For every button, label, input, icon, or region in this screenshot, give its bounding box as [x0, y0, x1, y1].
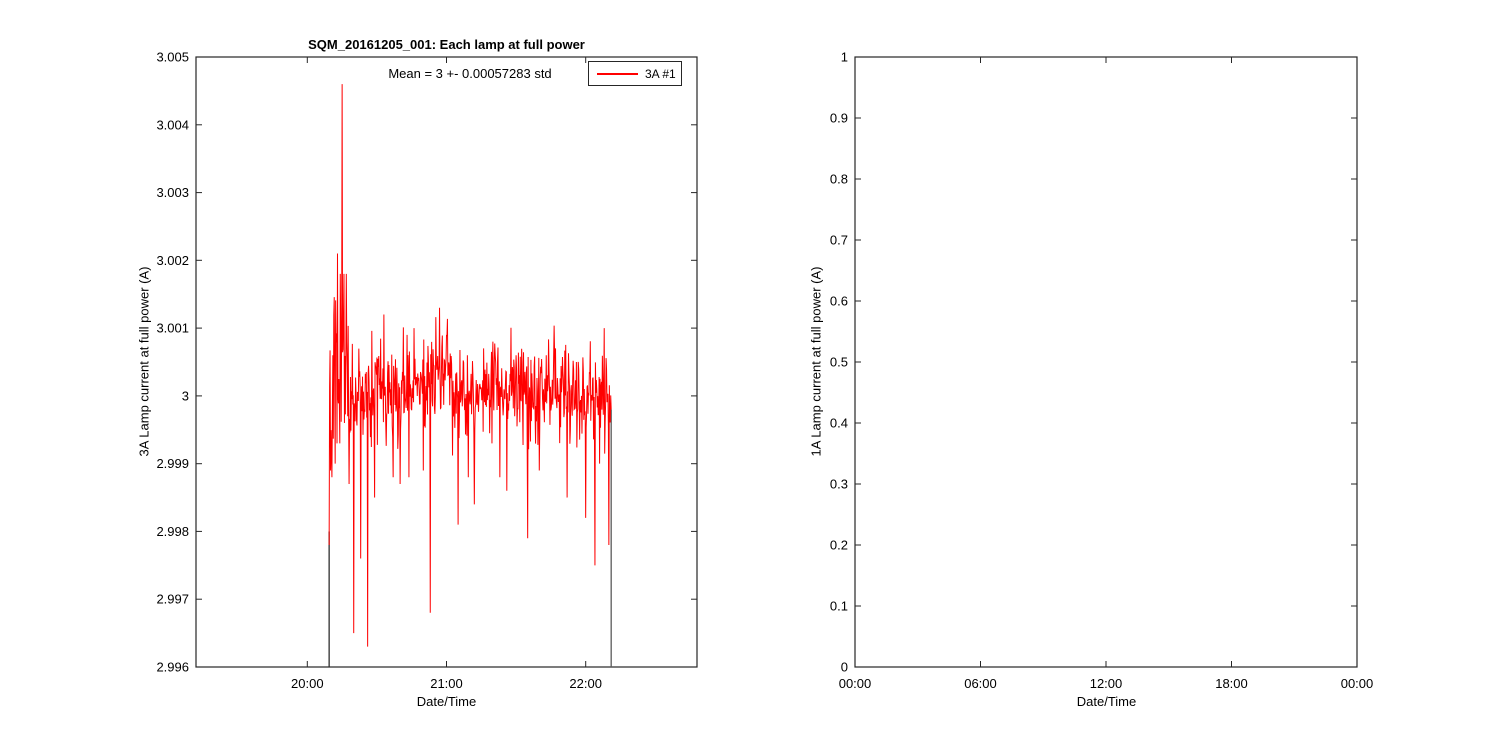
y-tick-label: 0	[841, 660, 848, 675]
x-tick-label: 21:00	[430, 676, 463, 691]
x-tick-label: 18:00	[1215, 676, 1248, 691]
axis-box	[195, 56, 698, 668]
mean-annotation: Mean = 3 +- 0.00057283 std	[388, 66, 552, 81]
x-tick-label: 12:00	[1090, 676, 1123, 691]
axis-box	[854, 56, 1358, 668]
x-tick-label: 20:00	[291, 676, 324, 691]
y-tick-label: 2.998	[156, 524, 189, 539]
y-tick-label: 3.003	[156, 185, 189, 200]
y-tick-label: 2.996	[156, 660, 189, 675]
left-plot-title: SQM_20161205_001: Each lamp at full powe…	[308, 37, 585, 52]
y-tick-label: 3.004	[156, 117, 189, 132]
y-tick-label: 0.1	[830, 599, 848, 614]
y-tick-label: 1	[841, 50, 848, 65]
y-tick-label: 0.3	[830, 477, 848, 492]
y-tick-label: 3	[182, 388, 189, 403]
x-tick-label: 22:00	[569, 676, 602, 691]
x-tick-label: 06:00	[964, 676, 997, 691]
y-tick-label: 3.005	[156, 50, 189, 65]
y-tick-label: 0.5	[830, 355, 848, 370]
left-y-axis-label: 3A Lamp current at full power (A)	[136, 266, 152, 457]
legend-line-sample	[597, 72, 638, 75]
x-tick-label: 00:00	[1341, 676, 1374, 691]
y-tick-label: 3.002	[156, 253, 189, 268]
right-x-axis-label: Date/Time	[1076, 694, 1137, 709]
y-tick-label: 2.997	[156, 592, 189, 607]
right-y-axis-label: 1A Lamp current at full power (A)	[808, 266, 824, 457]
x-tick-label: 00:00	[839, 676, 872, 691]
left-x-axis-label: Date/Time	[416, 694, 477, 709]
y-tick-label: 0.6	[830, 294, 848, 309]
y-tick-label: 3.001	[156, 321, 189, 336]
y-tick-label: 0.4	[830, 416, 848, 431]
legend-label: 3A #1	[645, 66, 676, 81]
y-tick-label: 2.999	[156, 456, 189, 471]
y-tick-label: 0.2	[830, 538, 848, 553]
y-tick-label: 0.7	[830, 233, 848, 248]
legend: 3A #1	[588, 61, 682, 86]
series-line	[328, 84, 612, 647]
y-tick-label: 0.9	[830, 111, 848, 126]
y-tick-label: 0.8	[830, 172, 848, 187]
